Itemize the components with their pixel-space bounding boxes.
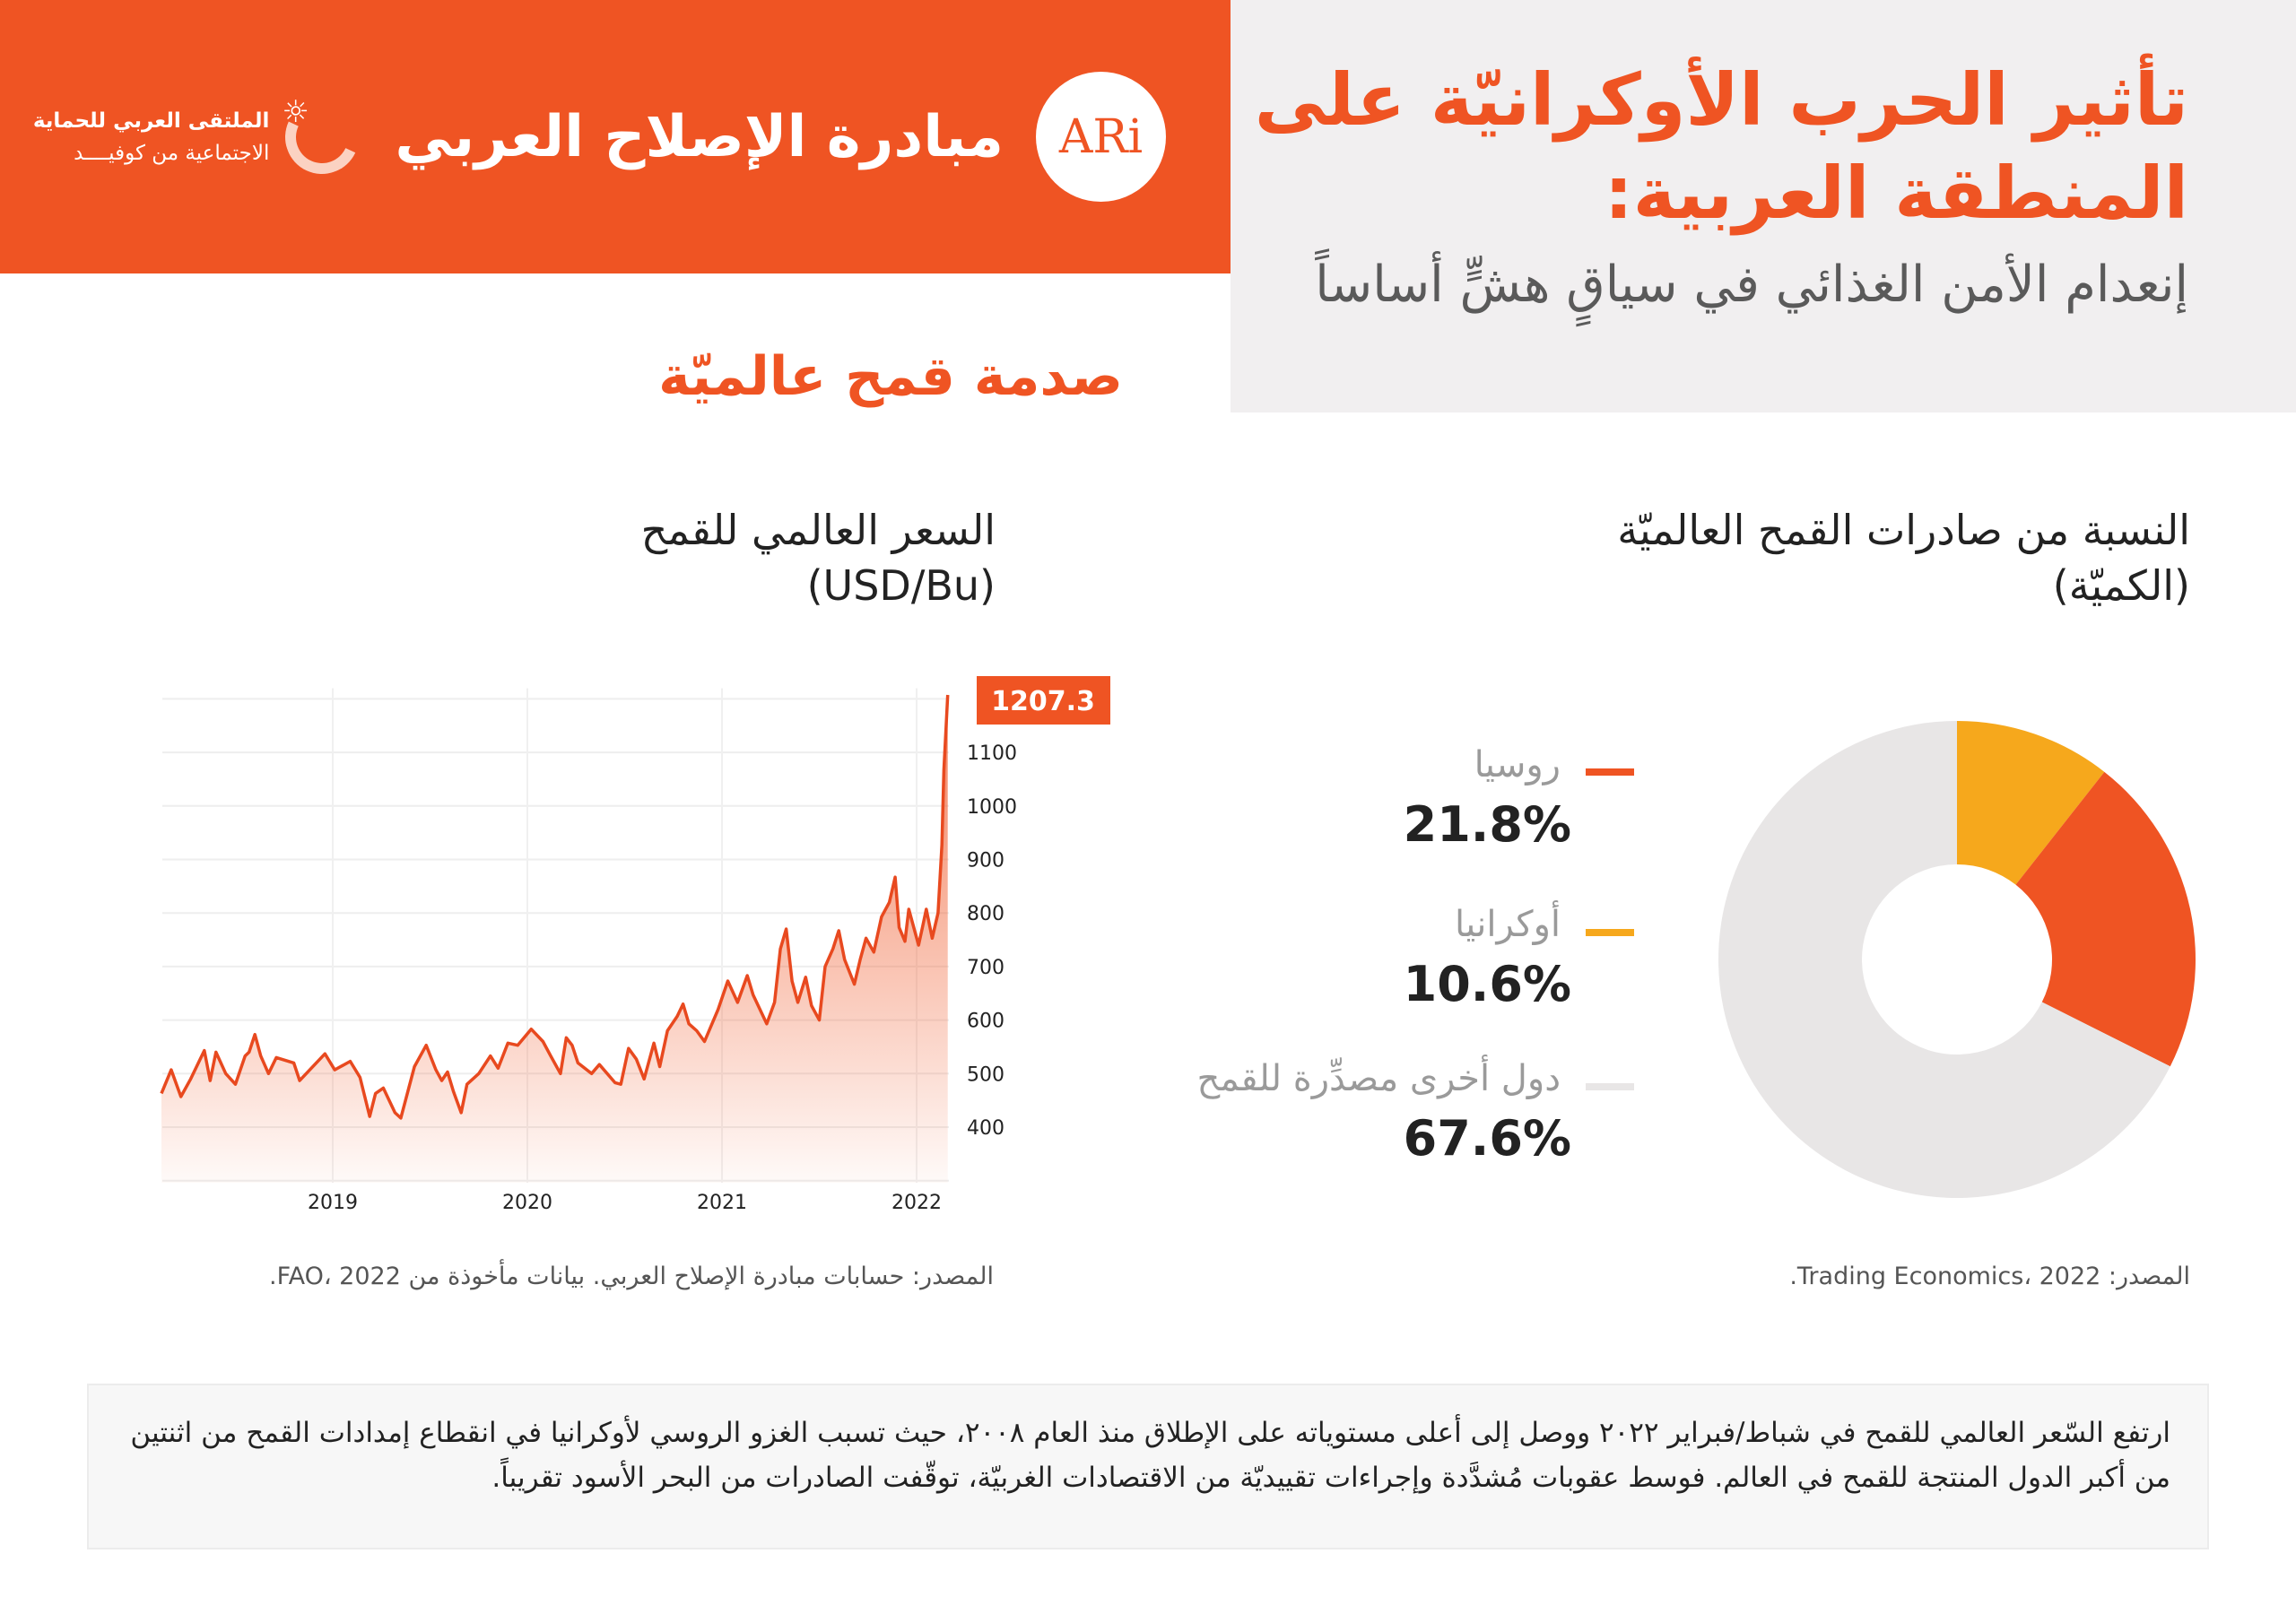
forum-line1: الملتقى العربي للحماية (32, 108, 270, 133)
logo-text: ARi (1058, 109, 1144, 164)
legend-label-russia: روسيا (1474, 744, 1561, 785)
y-tick-label: 800 (967, 903, 1004, 925)
pie-title-line2: (الكميّة) (2052, 561, 2190, 610)
pie-source: المصدر: Trading Economics، 2022. (1789, 1263, 2190, 1290)
forum-logo: ☼ الملتقى العربي للحماية الاجتماعية من ك… (33, 89, 370, 185)
legend-label-ukraine: أوكرانيا (1454, 904, 1561, 945)
price-line (160, 694, 950, 1120)
legend-value-russia: 21.8% (1403, 796, 1571, 853)
x-tick-label: 2019 (308, 1192, 358, 1214)
legend-swatch-other (1586, 1083, 1634, 1090)
legend-value-other: 67.6% (1403, 1110, 1571, 1167)
legend-value-ukraine: 10.6% (1403, 956, 1571, 1012)
pie-chart-title: النسبة من صادرات القمح العالميّة (الكميّ… (1383, 502, 2190, 613)
y-tick-label: 1000 (967, 796, 1017, 819)
page-title: تأثير الحرب الأوكرانيّة على المنطقة العر… (1254, 58, 2188, 235)
pie-title-line1: النسبة من صادرات القمح العالميّة (1617, 506, 2190, 554)
line-title-line2: (USD/Bu) (806, 561, 996, 610)
x-tick-label: 2021 (697, 1192, 747, 1214)
y-tick-label: 600 (967, 1011, 1004, 1033)
y-tick-label: 400 (967, 1117, 1004, 1140)
legend-swatch-ukraine (1586, 929, 1634, 936)
donut-slice-1 (1957, 721, 2105, 885)
y-tick-label: 700 (967, 957, 1004, 979)
donut-chart (1718, 721, 2196, 1198)
forum-logo-mark: ☼ (274, 89, 370, 185)
org-name: مبادرة الإصلاح العربي (395, 103, 1004, 170)
title-panel (1231, 0, 2296, 412)
forum-logo-text: الملتقى العربي للحماية الاجتماعية من كوف… (33, 105, 270, 169)
note-box (87, 1384, 2209, 1549)
legend-swatch-russia (1586, 768, 1634, 776)
ari-logo: ARi (1036, 72, 1166, 202)
line-title-line1: السعر العالمي للقمح (640, 506, 996, 554)
y-tick-label: 900 (967, 850, 1004, 872)
x-tick-label: 2020 (502, 1192, 552, 1214)
wheat-price-chart: 400 500 600 700 800 900 1000 1100 2019 2020 2021 20… (160, 676, 1110, 1214)
legend-label-other: دول أخرى مصدِّرة للقمح (1196, 1058, 1561, 1099)
header-bar (0, 0, 1231, 273)
note-text: ارتفع السّعر العالمي للقمح في شباط/فبراي… (130, 1417, 2170, 1494)
donut-slice-2 (1718, 721, 2170, 1198)
x-tick-label: 2022 (891, 1192, 942, 1214)
forum-line2: الاجتماعية من كوفيــــد (74, 141, 270, 165)
last-value-badge (977, 676, 1110, 725)
y-tick-label: 500 (967, 1063, 1004, 1086)
header-row: ARi مبادرة الإصلاح العربي ☼ الملتقى العر… (33, 54, 1166, 220)
line-source: المصدر: حسابات مبادرة الإصلاح العربي. بي… (268, 1263, 994, 1290)
price-area (161, 695, 948, 1183)
last-value-label: 1207.3 (991, 686, 1095, 717)
page-subtitle: إنعدام الأمن الغذائي في سياقٍ هشٍّ أساسا… (1315, 256, 2188, 314)
title-block: تأثير الحرب الأوكرانيّة على المنطقة العر… (1184, 54, 2188, 317)
line-chart-title: السعر العالمي للقمح (USD/Bu) (188, 502, 996, 613)
section-heading: صدمة قمح عالميّة (658, 345, 1123, 408)
donut-slice-0 (2015, 771, 2196, 1067)
y-tick-label: 1100 (967, 742, 1017, 765)
sun-icon: ☼ (282, 93, 309, 130)
